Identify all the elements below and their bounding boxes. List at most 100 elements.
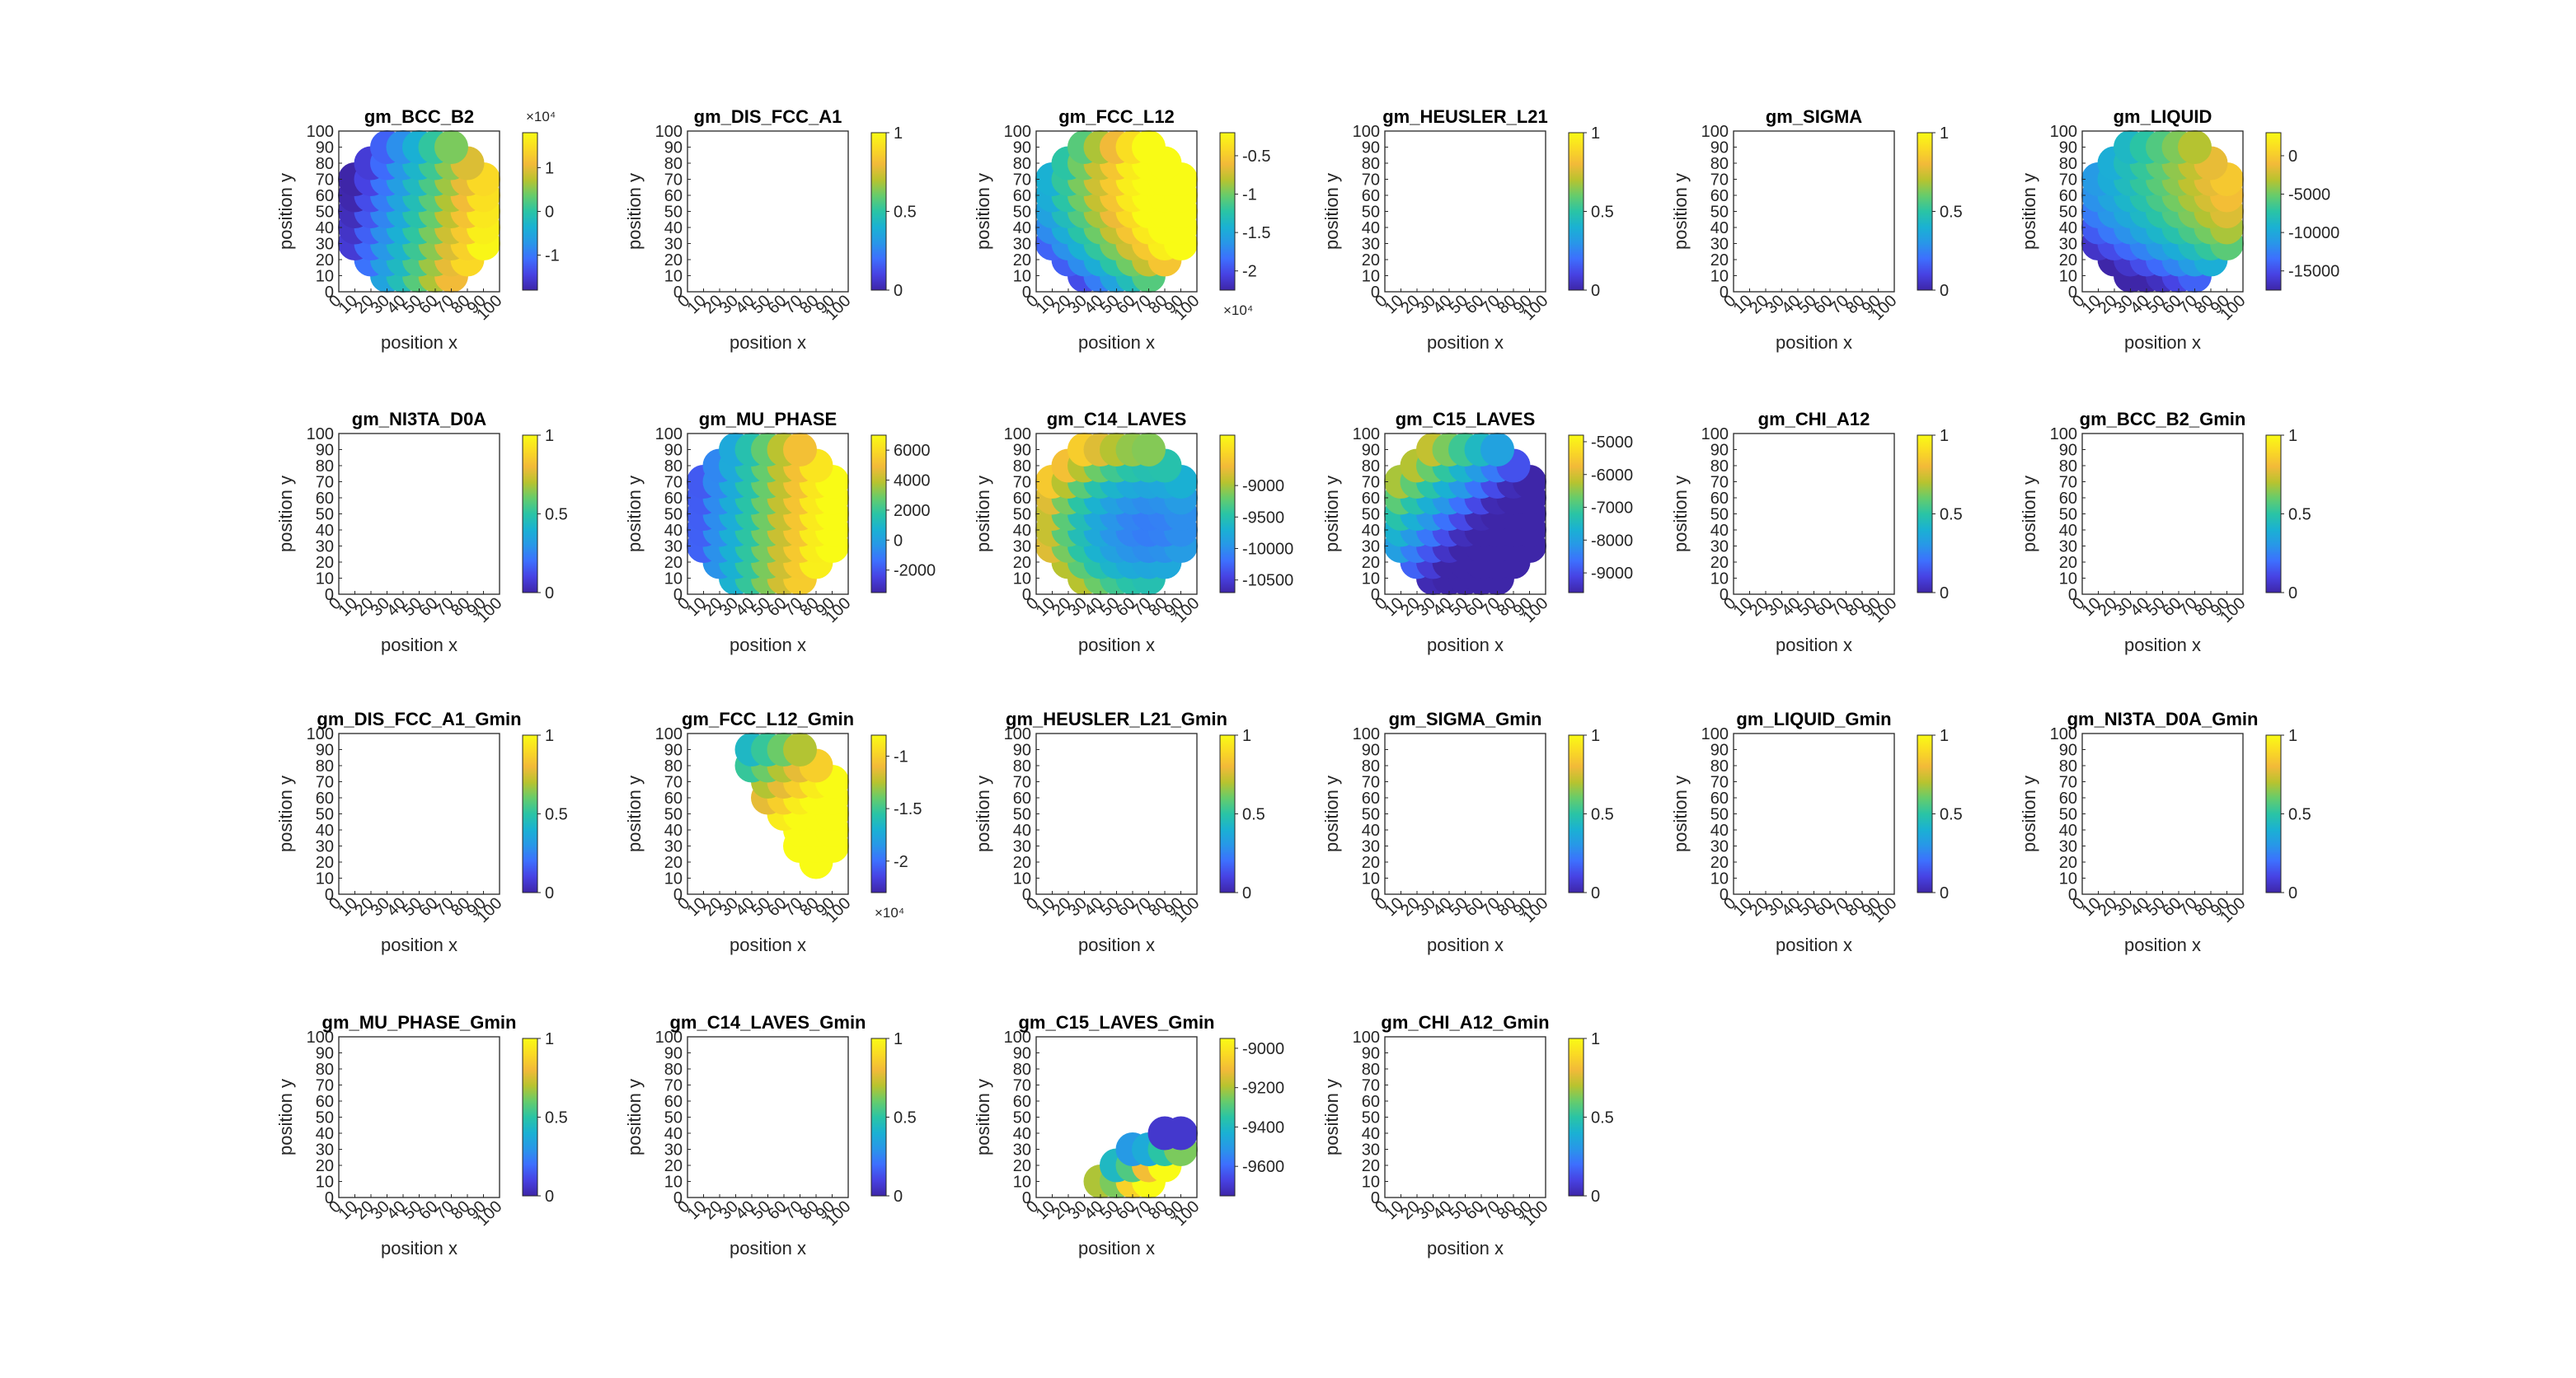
x-axis-label: position x (2124, 935, 2201, 955)
y-tick-label: 80 (664, 1061, 683, 1079)
colorbar-tick-label: 0 (545, 884, 554, 902)
y-tick-label: 40 (316, 522, 334, 540)
y-axis-label: position y (973, 173, 993, 250)
colorbar-tick-label: 6000 (894, 442, 931, 460)
colorbar-tick-label: -10500 (1242, 572, 1293, 590)
y-tick-label: 0 (673, 284, 683, 302)
y-tick-label: 100 (2050, 725, 2077, 743)
subplot-title: gm_NI3TA_D0A (352, 409, 487, 429)
y-tick-label: 80 (1710, 457, 1729, 476)
data-point (1480, 433, 1514, 466)
y-tick-label: 40 (1710, 522, 1729, 540)
colorbar-tick-label: 1 (545, 427, 554, 445)
colorbar-tick-label: 0 (894, 1188, 903, 1206)
y-axis-label: position y (275, 1079, 296, 1155)
y-tick-label: 30 (1013, 236, 1031, 254)
colorbar-tick-label: -8000 (1591, 532, 1633, 550)
y-tick-label: 70 (2059, 171, 2077, 190)
y-tick-label: 90 (1710, 442, 1729, 460)
y-tick-label: 60 (1013, 490, 1031, 508)
y-tick-label: 0 (325, 1189, 334, 1207)
subplot-title: gm_SIGMA (1766, 106, 1862, 127)
y-tick-label: 100 (1004, 123, 1031, 141)
y-tick-label: 10 (1362, 268, 1380, 286)
colorbar (870, 434, 887, 593)
y-tick-label: 10 (664, 1174, 683, 1192)
y-tick-label: 40 (1710, 219, 1729, 237)
y-tick-label: 30 (316, 236, 334, 254)
colorbar (1568, 734, 1584, 893)
y-tick-label: 70 (664, 171, 683, 190)
y-tick-label: 80 (1710, 757, 1729, 776)
y-tick-label: 70 (316, 474, 334, 492)
colorbar-tick-label: 1 (545, 1030, 554, 1048)
colorbar-tick-label: 0.5 (545, 506, 568, 524)
y-tick-label: 30 (2059, 838, 2077, 856)
subplot-title: gm_DIS_FCC_A1_Gmin (317, 709, 521, 729)
colorbar (1219, 734, 1236, 893)
y-tick-label: 40 (664, 522, 683, 540)
y-tick-label: 0 (1371, 586, 1380, 604)
y-axis-label: position y (1321, 776, 1342, 852)
x-axis-label: position x (1427, 1238, 1504, 1258)
colorbar-tick-label: 0.5 (1591, 806, 1614, 824)
y-tick-label: 90 (664, 442, 683, 460)
y-tick-label: 10 (1710, 268, 1729, 286)
subplot-title: gm_CHI_A12 (1758, 409, 1870, 429)
y-tick-label: 40 (664, 1125, 683, 1143)
y-tick-label: 80 (1013, 757, 1031, 776)
x-axis-label: position x (381, 332, 457, 353)
y-tick-label: 30 (1710, 538, 1729, 556)
colorbar-tick-label: 1 (2288, 427, 2297, 445)
y-axis-label: position y (973, 476, 993, 552)
colorbar-tick-label: 0.5 (894, 204, 917, 222)
y-tick-label: 50 (1013, 506, 1031, 524)
y-tick-label: 80 (1013, 155, 1031, 173)
y-tick-label: 10 (2059, 268, 2077, 286)
axes-background (339, 434, 500, 594)
colorbar-tick-label: 1 (1242, 727, 1251, 745)
y-tick-label: 80 (1710, 155, 1729, 173)
colorbar-tick-label: -9000 (1242, 477, 1284, 495)
colorbar-tick-label: 1 (894, 124, 903, 143)
y-tick-label: 20 (1362, 1157, 1380, 1175)
colorbar-tick-label: 2000 (894, 502, 931, 520)
y-tick-label: 100 (1353, 725, 1380, 743)
y-tick-label: 90 (1013, 442, 1031, 460)
y-tick-label: 10 (316, 570, 334, 588)
x-axis-label: position x (381, 935, 457, 955)
x-axis-label: position x (381, 1238, 457, 1258)
y-tick-label: 20 (2059, 554, 2077, 572)
y-tick-label: 60 (664, 187, 683, 205)
y-tick-label: 70 (2059, 774, 2077, 792)
subplot: 0010102020303040405050606070708080909010… (973, 1012, 1284, 1258)
subplot: 0010102020303040405050606070708080909010… (2019, 709, 2311, 955)
y-tick-label: 10 (1013, 1174, 1031, 1192)
y-tick-label: 30 (1710, 236, 1729, 254)
subplot: 0010102020303040405050606070708080909010… (275, 1012, 568, 1258)
y-tick-label: 20 (1013, 251, 1031, 270)
data-point (434, 130, 468, 164)
x-axis-label: position x (730, 1238, 806, 1258)
data-point (783, 733, 817, 766)
y-axis-label: position y (624, 476, 645, 552)
y-axis-label: position y (2019, 776, 2039, 852)
y-tick-label: 60 (316, 790, 334, 808)
y-tick-label: 50 (316, 1109, 334, 1127)
y-tick-label: 0 (673, 586, 683, 604)
y-tick-label: 30 (1013, 838, 1031, 856)
subplot: 0010102020303040405050606070708080909010… (624, 1012, 917, 1258)
colorbar-tick-label: 0 (545, 204, 554, 222)
colorbar-tick-label: 0 (894, 282, 903, 300)
colorbar-tick-label: 0.5 (894, 1109, 917, 1127)
y-tick-label: 10 (1362, 570, 1380, 588)
colorbar-tick-label: 0.5 (1940, 204, 1963, 222)
y-tick-label: 60 (664, 1093, 683, 1111)
colorbar-tick-label: -10000 (1242, 541, 1293, 559)
y-tick-label: 90 (2059, 442, 2077, 460)
y-tick-label: 30 (316, 538, 334, 556)
y-tick-label: 90 (1362, 1045, 1380, 1063)
x-axis-label: position x (1078, 935, 1155, 955)
y-tick-label: 70 (1013, 474, 1031, 492)
y-tick-label: 70 (664, 474, 683, 492)
